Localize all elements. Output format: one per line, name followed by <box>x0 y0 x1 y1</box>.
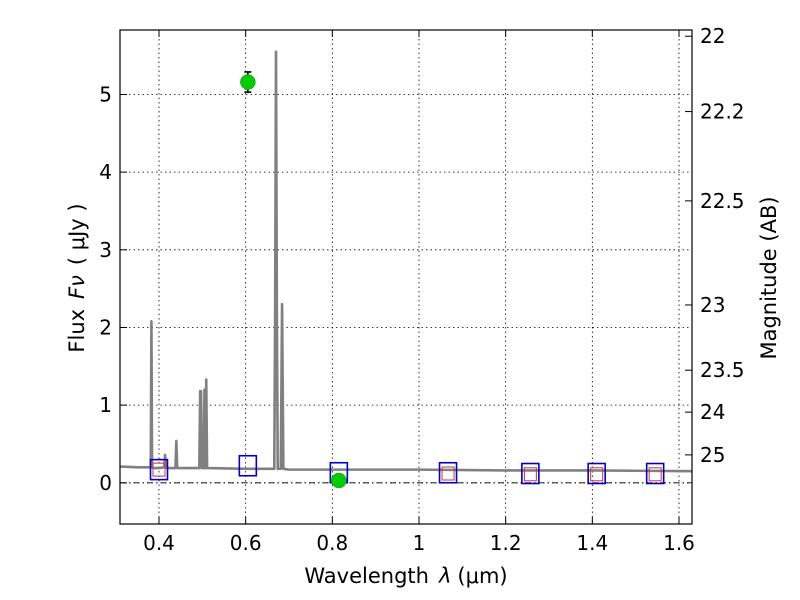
y-tick-label: 0 <box>99 471 112 495</box>
model-band-marker <box>438 461 458 484</box>
y-tick-label: 4 <box>99 160 112 184</box>
x-axis-ticks: 0.4 0.6 0.8 1 1.2 1.4 1.6 <box>143 30 695 555</box>
right-axis-label: Magnitude (AB) <box>757 196 781 359</box>
x-tick-label: 0.6 <box>230 531 262 555</box>
right-tick-label: 23.5 <box>700 358 745 382</box>
y-axis-ticks: 0 1 2 3 4 5 <box>99 82 127 495</box>
model-band-marker <box>587 462 606 485</box>
right-axis-ticks: 22 22.2 22.5 23 23.5 24 25 <box>685 24 745 467</box>
y-tick-label: 5 <box>99 82 112 106</box>
spectrum-series <box>119 50 693 473</box>
inner-band-marker <box>648 467 662 482</box>
inner-band-marker <box>523 467 537 482</box>
right-tick-label: 22 <box>700 24 725 48</box>
x-tick-label: 0.4 <box>143 531 175 555</box>
right-tick-label: 25 <box>700 443 725 467</box>
inner-band-marker <box>590 467 604 482</box>
x-axis-label: Wavelength λ (μm) <box>304 564 507 588</box>
inner-band-marker <box>441 466 455 481</box>
observed-flux-point <box>331 472 347 489</box>
x-tick-label: 1.6 <box>663 531 695 555</box>
plot-frame <box>119 29 693 525</box>
x-tick-label: 1 <box>413 531 426 555</box>
y-tick-label: 1 <box>99 393 112 417</box>
observed-flux-point <box>240 74 256 90</box>
x-tick-label: 0.8 <box>316 531 348 555</box>
y-tick-label: 2 <box>99 315 112 339</box>
right-tick-label: 22.2 <box>700 100 745 124</box>
model-band-marker <box>645 462 665 485</box>
right-tick-label: 22.5 <box>700 189 745 213</box>
right-tick-label: 23 <box>700 293 725 317</box>
right-tick-label: 24 <box>700 400 725 424</box>
model-band-marker <box>238 454 258 477</box>
x-tick-label: 1.4 <box>576 531 608 555</box>
model-markers <box>149 454 665 485</box>
inner-band-marker <box>152 462 166 477</box>
x-tick-label: 1.2 <box>490 531 522 555</box>
observed-markers <box>240 71 347 489</box>
model-band-marker <box>149 458 169 481</box>
y-tick-label: 3 <box>99 238 112 262</box>
y-axis-label: FluxFν( μJy ) <box>65 203 89 352</box>
model-band-marker <box>521 462 540 485</box>
spectrum-line <box>119 50 693 473</box>
